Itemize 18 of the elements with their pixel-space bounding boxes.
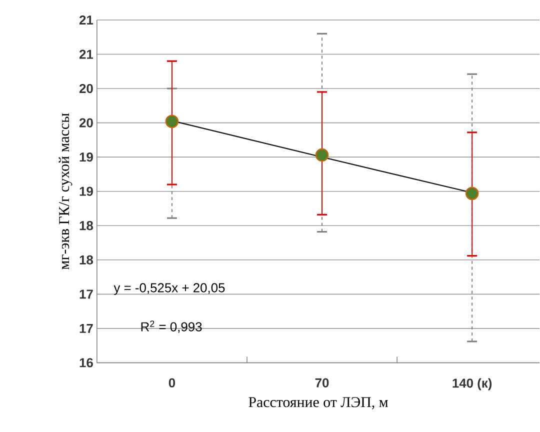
x-tick-label: 70 [315, 378, 329, 388]
y-tick-label: 16 [80, 358, 93, 368]
y-tick-label: 21 [79, 50, 94, 59]
x-axis-title: Расстояние от ЛЭП, м [248, 397, 388, 410]
y-tick-label: 20 [79, 118, 93, 128]
y-tick-label: 17 [80, 324, 93, 334]
y-tick-label: 19 [80, 186, 93, 196]
y-tick-label: 18 [80, 221, 94, 230]
annotation: R$^{2}$ = 0,993 [141, 320, 202, 334]
y-tick-label: 19 [80, 152, 93, 162]
y-tick-label: 17 [80, 290, 93, 299]
x-tick-label: 140 (к) [452, 378, 492, 390]
y-tick-label: 21 [79, 16, 94, 25]
y-axis-title: мг-экв ГК/г сухой массы [58, 113, 72, 270]
annotation: y = -0,525x + 20,05 [114, 283, 225, 296]
x-tick-label: 0 [168, 378, 176, 388]
y-tick-label: 18 [80, 255, 94, 265]
y-tick-label: 20 [79, 84, 93, 94]
